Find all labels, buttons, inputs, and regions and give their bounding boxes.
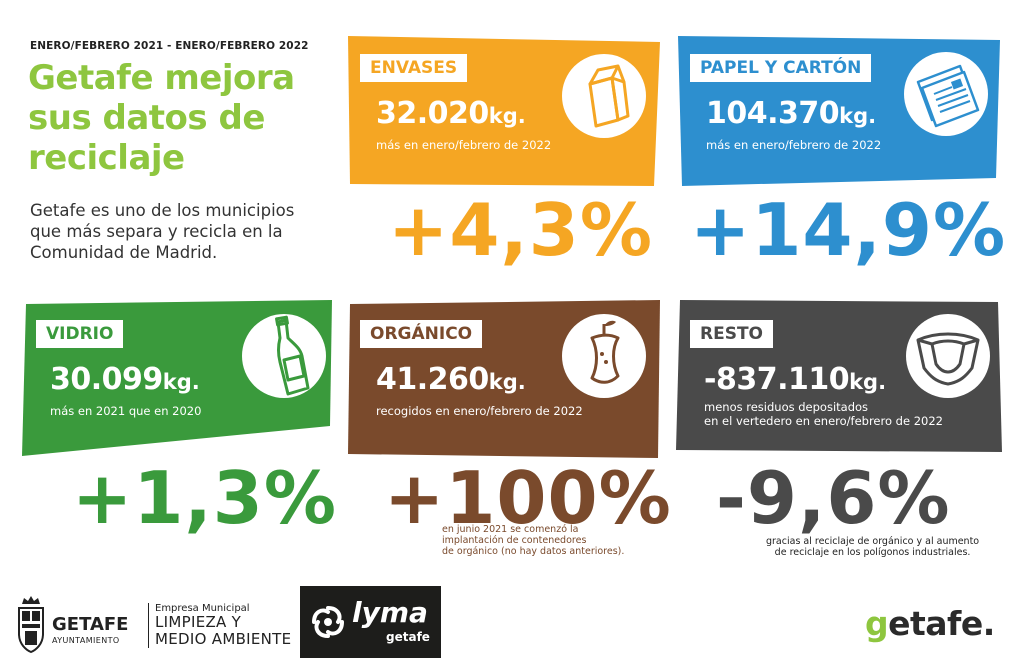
card-organico-amount-value: 41.260	[376, 362, 489, 397]
resto-footnote-line: gracias al reciclaje de orgánico y al au…	[766, 536, 980, 547]
card-resto-note-line: en el vertedero en enero/febrero de 2022	[704, 414, 943, 428]
lyma-logo: lyma getafe	[300, 586, 441, 658]
ayuntamiento-sub: AYUNTAMIENTO	[52, 636, 120, 645]
card-organico: ORGÁNICO 41.260kg. recogidos en enero/fe…	[348, 300, 662, 460]
papel-change: +14,9%	[690, 188, 1007, 272]
headline-line: reciclaje	[28, 138, 185, 178]
empresa-small-text: Empresa Municipal	[155, 603, 250, 614]
card-vidrio-icon-circle	[242, 314, 326, 398]
card-envases-icon-circle	[562, 54, 646, 138]
card-papel-label: PAPEL Y CARTÓN	[690, 54, 872, 82]
brand-rest: etafe.	[888, 604, 995, 643]
card-resto-note-line: menos residuos depositados	[704, 400, 869, 414]
card-vidrio-note: más en 2021 que en 2020	[50, 404, 202, 418]
card-papel: PAPEL Y CARTÓN 104.370kg. más en enero/f…	[678, 36, 1002, 188]
empresa-line-1: LIMPIEZA Y	[155, 613, 242, 631]
organico-footnote-line: de orgánico (no hay datos anteriores).	[442, 546, 625, 557]
empresa-line-2: MEDIO AMBIENTE	[155, 630, 292, 648]
lead-text: Getafe es uno de los municipios que más …	[30, 200, 335, 263]
resto-footnote: gracias al reciclaje de orgánico y al au…	[766, 536, 979, 558]
card-papel-icon-circle	[904, 52, 988, 136]
envases-change: +4,3%	[388, 188, 654, 272]
card-resto-unit: kg.	[849, 370, 887, 394]
card-vidrio-label: VIDRIO	[36, 320, 124, 348]
lead-line: Getafe es uno de los municipios	[30, 201, 295, 220]
card-papel-note: más en enero/febrero de 2022	[706, 138, 882, 152]
vidrio-change: +1,3%	[72, 456, 338, 540]
card-envases-amount: 32.020kg.	[376, 96, 526, 131]
headline-line: Getafe mejora	[28, 58, 295, 98]
organico-footnote: en junio 2021 se comenzó la implantación…	[442, 524, 624, 557]
lead-line: que más separa y recicla en la	[30, 222, 283, 241]
card-envases-note: más en enero/febrero de 2022	[376, 138, 552, 152]
milk-carton-icon	[588, 64, 630, 128]
card-vidrio-amount: 30.099kg.	[50, 362, 200, 397]
headline-line: sus datos de	[28, 98, 265, 138]
card-papel-amount: 104.370kg.	[706, 96, 876, 131]
card-organico-icon-circle	[562, 314, 646, 398]
card-vidrio-amount-value: 30.099	[50, 362, 163, 397]
card-resto-amount: -837.110kg.	[704, 362, 886, 397]
lyma-name: lyma	[352, 596, 428, 629]
ayuntamiento-name: GETAFE	[52, 614, 129, 635]
card-organico-amount: 41.260kg.	[376, 362, 526, 397]
card-envases-unit: kg.	[488, 104, 526, 128]
card-organico-note: recogidos en enero/febrero de 2022	[376, 404, 583, 418]
organico-footnote-line: implantación de contenedores	[442, 535, 587, 546]
swirl-icon	[312, 606, 344, 638]
card-envases: ENVASES 32.020kg. más en enero/febrero d…	[348, 36, 660, 188]
card-papel-unit: kg.	[839, 104, 877, 128]
apple-core-icon	[590, 320, 620, 384]
card-envases-label: ENVASES	[360, 54, 468, 82]
organico-change: +100%	[384, 456, 672, 540]
card-resto: RESTO -837.110kg. menos residuos deposit…	[676, 300, 1002, 456]
lyma-sub: getafe	[386, 630, 430, 644]
card-resto-amount-value: -837.110	[704, 362, 850, 397]
empresa-municipal-logo: Empresa Municipal LIMPIEZA Y MEDIO AMBIE…	[148, 603, 291, 648]
lead-line: Comunidad de Madrid.	[30, 243, 218, 262]
card-resto-icon-circle	[906, 314, 990, 398]
card-envases-amount-value: 32.020	[376, 96, 489, 131]
card-resto-note: menos residuos depositados en el vertede…	[704, 400, 943, 428]
resto-change: -9,6%	[716, 456, 951, 540]
newspaper-icon	[916, 64, 980, 128]
period-label: ENERO/FEBRERO 2021 - ENERO/FEBRERO 2022	[30, 40, 309, 52]
card-organico-unit: kg.	[488, 370, 526, 394]
card-papel-amount-value: 104.370	[706, 96, 840, 131]
card-organico-label: ORGÁNICO	[360, 320, 483, 348]
diaper-icon	[916, 332, 980, 386]
headline: Getafe mejora sus datos de reciclaje	[28, 58, 338, 178]
getafe-brand: getafe.	[865, 604, 995, 643]
brand-g: g	[865, 604, 889, 643]
card-vidrio-unit: kg.	[162, 370, 200, 394]
resto-footnote-line: de reciclaje en los polígonos industrial…	[774, 547, 971, 558]
bottle-icon	[275, 315, 310, 396]
card-resto-label: RESTO	[690, 320, 773, 348]
coat-of-arms-icon	[18, 596, 44, 654]
card-vidrio: VIDRIO 30.099kg. más en 2021 que en 2020	[22, 300, 334, 458]
organico-footnote-line: en junio 2021 se comenzó la	[442, 524, 579, 535]
